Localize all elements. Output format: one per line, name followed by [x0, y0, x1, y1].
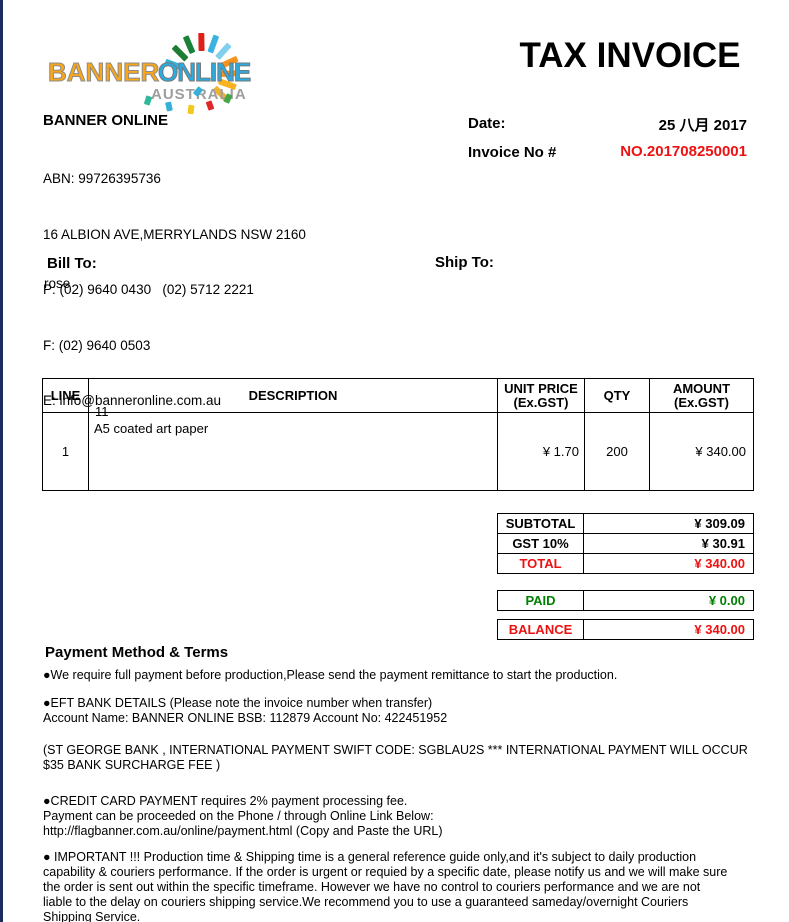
company-name: BANNER ONLINE	[43, 112, 169, 129]
items-table-wrap: LINE DESCRIPTION UNIT PRICE (Ex.GST) QTY…	[42, 378, 754, 491]
item-line-number: 1	[42, 412, 89, 491]
terms-paragraph-important: ● IMPORTANT !!! Production time & Shippi…	[43, 850, 728, 922]
item-row: 1 A5 coated art paper ¥ 1.70 200 ¥ 340.0…	[42, 412, 754, 491]
logo-word-banner: BANNER	[47, 57, 160, 88]
items-header-row: LINE DESCRIPTION UNIT PRICE (Ex.GST) QTY…	[42, 378, 754, 413]
logo-confetti	[143, 95, 153, 106]
paid-row: PAID ¥ 0.00	[497, 590, 754, 611]
gst-row: GST 10% ¥ 30.91	[497, 533, 754, 554]
sunburst-ray	[182, 35, 196, 55]
terms-heading: Payment Method & Terms	[45, 644, 229, 661]
col-header-qty: QTY	[584, 378, 650, 413]
terms-paragraph-bank: (ST GEORGE BANK , INTERNATIONAL PAYMENT …	[43, 743, 748, 772]
col-header-line: LINE	[42, 378, 89, 413]
company-phone: P: (02) 9640 0430 (02) 5712 2221	[43, 282, 254, 297]
gst-label: GST 10%	[497, 533, 584, 554]
window-left-edge	[0, 0, 3, 922]
logo-word-online: ONLINE	[157, 57, 251, 88]
col-header-unit-price: UNIT PRICE (Ex.GST)	[497, 378, 585, 413]
bill-to-name: rose	[44, 276, 71, 291]
item-unit-price: ¥ 1.70	[497, 412, 585, 491]
logo-confetti	[187, 104, 195, 115]
items-table: LINE DESCRIPTION UNIT PRICE (Ex.GST) QTY…	[42, 378, 754, 491]
balance-row: BALANCE ¥ 340.00	[497, 619, 754, 640]
invoice-no-value: NO.201708250001	[620, 143, 747, 160]
paid-value: ¥ 0.00	[583, 590, 754, 611]
company-abn: ABN: 99726395736	[43, 171, 161, 186]
gst-value: ¥ 30.91	[583, 533, 754, 554]
col-header-description: DESCRIPTION	[88, 378, 498, 413]
balance-label: BALANCE	[497, 619, 584, 640]
company-address: 16 ALBION AVE,MERRYLANDS NSW 2160	[43, 226, 306, 242]
terms-paragraph-eft: ●EFT BANK DETAILS (Please note the invoi…	[43, 696, 448, 725]
stray-text: 11	[95, 404, 109, 419]
item-description: A5 coated art paper	[88, 412, 498, 491]
item-qty: 200	[584, 412, 650, 491]
subtotal-row: SUBTOTAL ¥ 309.09	[497, 513, 754, 534]
paid-table: PAID ¥ 0.00	[497, 590, 754, 611]
totals-table: SUBTOTAL ¥ 309.09 GST 10% ¥ 30.91 TOTAL …	[497, 513, 754, 574]
total-row: TOTAL ¥ 340.00	[497, 553, 754, 574]
page-title: TAX INVOICE	[519, 36, 741, 75]
balance-value: ¥ 340.00	[583, 619, 754, 640]
ship-to-label: Ship To:	[435, 254, 494, 271]
terms-paragraph-credit-card: ●CREDIT CARD PAYMENT requires 2% payment…	[43, 794, 443, 838]
balance-table: BALANCE ¥ 340.00	[497, 619, 754, 640]
terms-paragraph-payment: ●We require full payment before producti…	[43, 668, 618, 682]
date-label: Date:	[468, 115, 506, 132]
date-value: 25 八月 2017	[658, 117, 747, 134]
total-value: ¥ 340.00	[583, 553, 754, 574]
col-header-amount: AMOUNT (Ex.GST)	[649, 378, 754, 413]
item-amount: ¥ 340.00	[649, 412, 754, 491]
sunburst-ray	[198, 32, 205, 52]
company-fax: F: (02) 9640 0503	[43, 337, 151, 353]
paid-label: PAID	[497, 590, 584, 611]
bill-to-label: Bill To:	[47, 255, 97, 272]
sunburst-ray	[207, 34, 220, 54]
invoice-no-label: Invoice No #	[468, 144, 557, 161]
subtotal-value: ¥ 309.09	[583, 513, 754, 534]
total-label: TOTAL	[497, 553, 584, 574]
subtotal-label: SUBTOTAL	[497, 513, 584, 534]
company-logo: BANNER ONLINE AUSTRALIA	[45, 30, 255, 115]
